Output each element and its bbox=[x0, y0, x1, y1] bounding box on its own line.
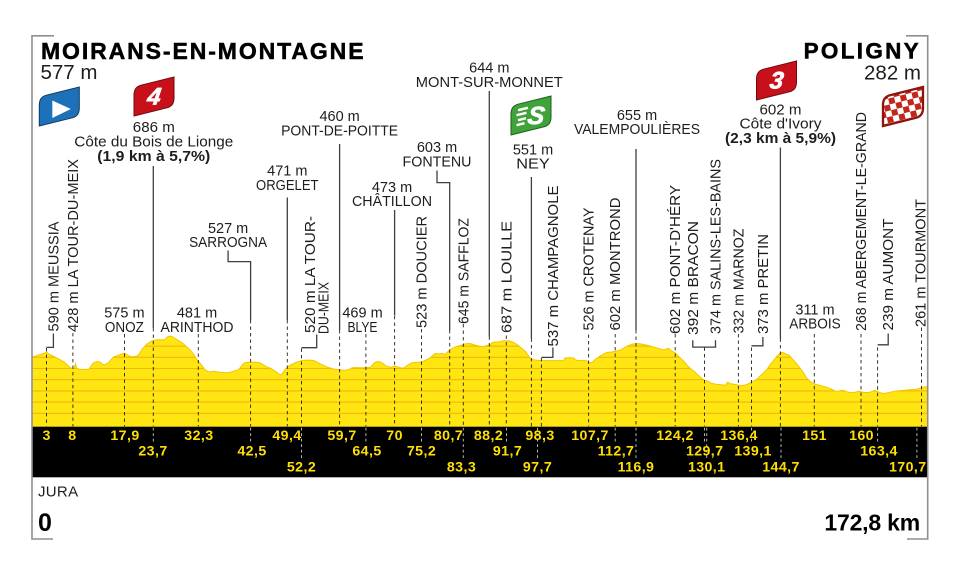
svg-text:551 m: 551 m bbox=[513, 142, 553, 158]
svg-text:602 m MONTROND: 602 m MONTROND bbox=[608, 198, 624, 331]
svg-text:59,7: 59,7 bbox=[327, 428, 356, 444]
svg-text:151: 151 bbox=[802, 428, 827, 444]
svg-text:520 m LA TOUR-: 520 m LA TOUR- bbox=[303, 216, 319, 333]
svg-text:537 m CHAMPAGNOLE: 537 m CHAMPAGNOLE bbox=[546, 185, 562, 346]
svg-text:471 m: 471 m bbox=[267, 164, 307, 180]
svg-text:261 m TOURMONT: 261 m TOURMONT bbox=[914, 199, 930, 327]
svg-text:107,7: 107,7 bbox=[571, 428, 609, 444]
svg-text:JURA: JURA bbox=[38, 484, 78, 501]
svg-text:112,7: 112,7 bbox=[598, 444, 635, 460]
svg-text:MONT-SUR-MONNET: MONT-SUR-MONNET bbox=[416, 75, 563, 91]
svg-text:97,7: 97,7 bbox=[523, 460, 552, 476]
svg-text:POLIGNY: POLIGNY bbox=[804, 38, 921, 63]
svg-text:268 m ABERGEMENT-LE-GRAND: 268 m ABERGEMENT-LE-GRAND bbox=[854, 112, 870, 331]
svg-text:BLYE: BLYE bbox=[348, 320, 378, 336]
svg-text:282 m: 282 m bbox=[864, 62, 921, 85]
svg-text:124,2: 124,2 bbox=[656, 428, 694, 444]
svg-text:3: 3 bbox=[42, 428, 50, 444]
svg-text:130,1: 130,1 bbox=[688, 460, 726, 476]
svg-text:64,5: 64,5 bbox=[352, 444, 381, 460]
svg-text:49,4: 49,4 bbox=[272, 428, 301, 444]
svg-text:98,3: 98,3 bbox=[525, 428, 554, 444]
svg-text:603 m: 603 m bbox=[417, 140, 457, 156]
svg-text:645 m SAFFLOZ: 645 m SAFFLOZ bbox=[456, 218, 472, 324]
svg-text:PONT-DE-POITTE: PONT-DE-POITTE bbox=[281, 124, 398, 140]
svg-text:NEY: NEY bbox=[516, 157, 550, 173]
svg-text:129,7: 129,7 bbox=[686, 444, 724, 460]
svg-text:17,9: 17,9 bbox=[110, 428, 139, 444]
svg-text:Côte d'Ivory: Côte d'Ivory bbox=[740, 117, 823, 133]
svg-text:602 m: 602 m bbox=[760, 102, 802, 118]
svg-text:170,7: 170,7 bbox=[889, 460, 927, 476]
svg-text:70: 70 bbox=[386, 428, 403, 444]
svg-text:144,7: 144,7 bbox=[762, 460, 800, 476]
svg-text:3: 3 bbox=[768, 68, 786, 95]
svg-text:Côte du Bois de Lionge: Côte du Bois de Lionge bbox=[74, 135, 233, 151]
svg-text:139,1: 139,1 bbox=[734, 444, 772, 460]
svg-text:8: 8 bbox=[68, 428, 76, 444]
svg-text:ARBOIS: ARBOIS bbox=[789, 317, 841, 333]
svg-text:32,3: 32,3 bbox=[184, 428, 213, 444]
svg-text:ARINTHOD: ARINTHOD bbox=[161, 320, 234, 336]
svg-text:42,5: 42,5 bbox=[237, 444, 266, 460]
svg-text:160: 160 bbox=[849, 428, 874, 444]
svg-text:644 m: 644 m bbox=[469, 61, 509, 77]
svg-text:91,7: 91,7 bbox=[493, 444, 522, 460]
svg-text:0: 0 bbox=[38, 509, 52, 537]
svg-text:S: S bbox=[526, 102, 547, 130]
svg-text:116,9: 116,9 bbox=[618, 460, 655, 476]
svg-text:MOIRANS-EN-MONTAGNE: MOIRANS-EN-MONTAGNE bbox=[41, 38, 365, 64]
svg-text:VALEMPOULIÈRES: VALEMPOULIÈRES bbox=[574, 121, 700, 138]
svg-text:239 m AUMONT: 239 m AUMONT bbox=[881, 218, 897, 330]
svg-text:(2,3 km à 5,9%): (2,3 km à 5,9%) bbox=[725, 131, 836, 147]
svg-text:75,2: 75,2 bbox=[407, 444, 436, 460]
svg-text:SARROGNA: SARROGNA bbox=[189, 235, 267, 251]
svg-text:428 m LA TOUR-DU-MEIX: 428 m LA TOUR-DU-MEIX bbox=[66, 159, 82, 332]
svg-text:469 m: 469 m bbox=[342, 306, 382, 322]
svg-text:392 m BRACON: 392 m BRACON bbox=[686, 221, 702, 335]
svg-text:52,2: 52,2 bbox=[287, 460, 316, 476]
svg-text:602 m PONT-D'HÉRY: 602 m PONT-D'HÉRY bbox=[667, 185, 684, 334]
svg-text:ORGELET: ORGELET bbox=[256, 178, 319, 194]
svg-text:FONTENU: FONTENU bbox=[403, 155, 472, 171]
svg-text:80,7: 80,7 bbox=[434, 428, 463, 444]
svg-text:473 m: 473 m bbox=[372, 180, 412, 196]
svg-text:23,7: 23,7 bbox=[138, 444, 167, 460]
svg-text:172,8 km: 172,8 km bbox=[824, 510, 920, 536]
svg-text:311 m: 311 m bbox=[795, 302, 834, 318]
svg-text:460 m: 460 m bbox=[319, 109, 359, 125]
svg-text:523 m DOUCIER: 523 m DOUCIER bbox=[415, 216, 431, 328]
svg-text:(1,9 km à 5,7%): (1,9 km à 5,7%) bbox=[97, 149, 210, 165]
svg-text:590 m MEUSSIA: 590 m MEUSSIA bbox=[46, 221, 62, 331]
svg-text:136,4: 136,4 bbox=[720, 428, 758, 444]
svg-text:687 m LOULLE: 687 m LOULLE bbox=[499, 221, 515, 333]
svg-text:CHÂTILLON: CHÂTILLON bbox=[352, 193, 432, 210]
svg-text:526 m CROTENAY: 526 m CROTENAY bbox=[582, 207, 598, 330]
svg-text:374 m SALINS-LES-BAINS: 374 m SALINS-LES-BAINS bbox=[709, 159, 725, 334]
svg-text:575 m: 575 m bbox=[104, 306, 144, 322]
svg-text:163,4: 163,4 bbox=[860, 444, 898, 460]
svg-text:655 m: 655 m bbox=[617, 108, 657, 124]
svg-text:527 m: 527 m bbox=[208, 221, 248, 237]
svg-text:373 m PRETIN: 373 m PRETIN bbox=[756, 234, 772, 334]
svg-text:ONOZ: ONOZ bbox=[105, 320, 144, 336]
svg-text:83,3: 83,3 bbox=[447, 460, 476, 476]
svg-text:88,2: 88,2 bbox=[474, 428, 503, 444]
svg-text:DU-MEIX: DU-MEIX bbox=[317, 282, 333, 334]
svg-text:4: 4 bbox=[145, 84, 163, 111]
svg-text:481 m: 481 m bbox=[177, 306, 217, 322]
svg-text:332 m MARNOZ: 332 m MARNOZ bbox=[731, 228, 747, 333]
svg-text:686 m: 686 m bbox=[133, 120, 175, 136]
svg-text:577 m: 577 m bbox=[41, 61, 98, 84]
